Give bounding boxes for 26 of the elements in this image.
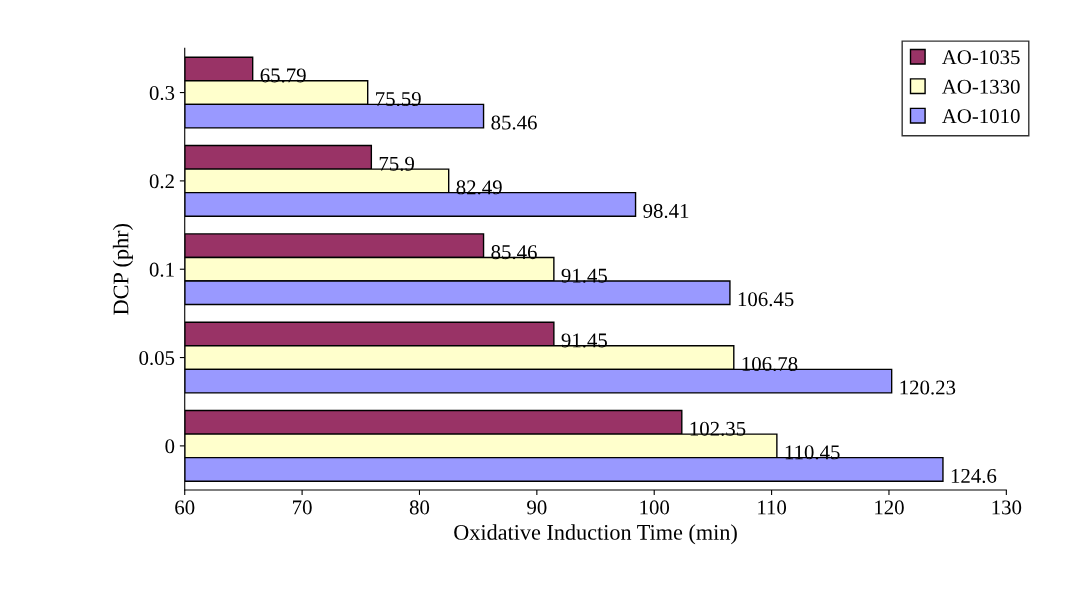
data-label: 98.41: [643, 203, 689, 218]
data-label: 85.46: [491, 115, 537, 130]
legend-label: AO-1330: [941, 79, 1020, 94]
data-label: 120.23: [900, 380, 956, 395]
x-tick-label: 80: [409, 500, 430, 515]
data-label: 124.6: [951, 468, 997, 483]
y-tick-label: 0.2: [149, 174, 174, 189]
x-tick-label: 90: [527, 500, 547, 515]
x-tick-label: 120: [875, 500, 904, 515]
x-tick-label: 100: [640, 500, 670, 515]
y-tick-label: 0.05: [139, 350, 175, 366]
data-label: 102.35: [690, 421, 746, 436]
data-label: 75.9: [379, 156, 414, 171]
y-tick-label: 0.1: [149, 262, 174, 277]
x-tick-label: 60: [175, 500, 195, 515]
data-label: 106.45: [738, 292, 794, 307]
x-tick-label: 130: [992, 500, 1022, 515]
x-tick-label: 70: [293, 500, 312, 515]
x-axis-title: Oxidative Induction Time (min): [454, 524, 737, 545]
y-axis-title: DCP (phr): [112, 224, 133, 315]
legend-label: AO-1010: [941, 109, 1020, 124]
y-tick-label: 0: [165, 439, 175, 454]
legend-label: AO-1035: [941, 50, 1020, 65]
x-tick-label: 110: [758, 500, 787, 515]
y-tick-label: 0.3: [149, 85, 175, 101]
data-label: 91.45: [561, 268, 607, 283]
